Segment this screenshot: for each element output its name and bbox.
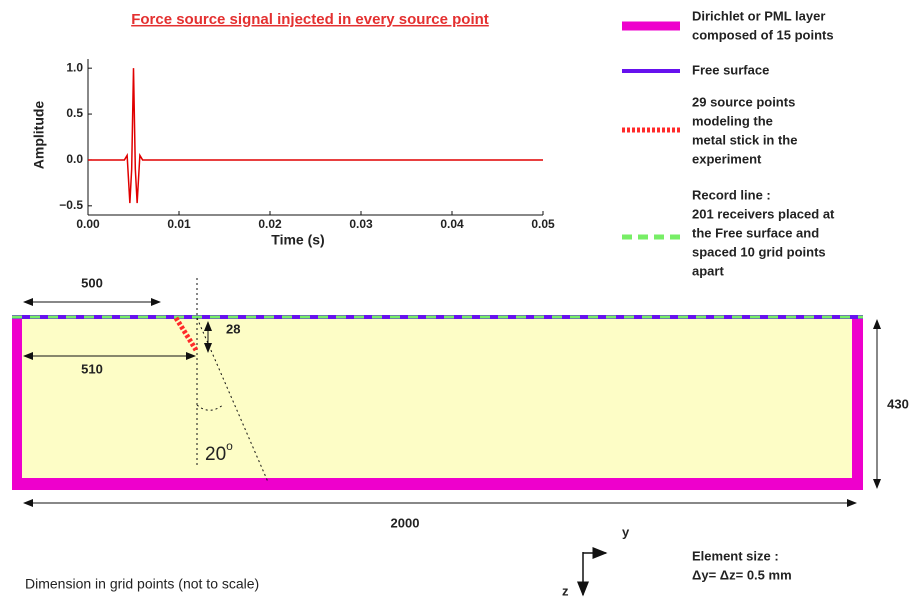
medium — [22, 318, 852, 478]
x-tick-label: 0.05 — [531, 217, 555, 231]
legend-text: Dirichlet or PML layer — [692, 8, 825, 23]
signal-line — [88, 68, 543, 204]
legend-text: 201 receivers placed at — [692, 206, 835, 221]
y-axis-name: y — [622, 524, 630, 539]
y-axis-label: Amplitude — [31, 101, 47, 170]
y-tick-label: 0.0 — [66, 152, 83, 166]
legend-text: spaced 10 grid points — [692, 244, 826, 259]
dim-label: 500 — [81, 275, 103, 290]
element-size: Δy= Δz= 0.5 mm — [692, 567, 792, 582]
legend: Dirichlet or PML layer composed of 15 poi… — [692, 8, 835, 278]
legend-text: Record line : — [692, 187, 771, 202]
angle-unit: o — [226, 439, 233, 453]
legend-text: the Free surface and — [692, 225, 819, 240]
dim-label: 28 — [226, 321, 240, 336]
x-axis-label: Time (s) — [271, 232, 324, 248]
legend-text: experiment — [692, 151, 762, 166]
y-tick-label: 1.0 — [66, 60, 83, 74]
legend-text: modeling the — [692, 113, 773, 128]
dim-label: 510 — [81, 361, 103, 376]
x-tick-label: 0.01 — [167, 217, 191, 231]
element-size: Element size : — [692, 548, 779, 563]
note: Dimension in grid points (not to scale) — [25, 576, 259, 592]
dim-label: 2000 — [391, 515, 420, 530]
legend-text: composed of 15 points — [692, 27, 834, 42]
y-tick-label: 0.5 — [66, 106, 83, 120]
source-points — [173, 316, 199, 352]
plot-title: Force source signal injected in every so… — [131, 11, 489, 28]
angle-value: 20 — [205, 444, 226, 465]
legend-text: Free surface — [692, 62, 769, 77]
z-axis-name: z — [562, 583, 569, 598]
y-tick-label: −0.5 — [59, 198, 83, 212]
x-tick-label: 0.00 — [76, 217, 100, 231]
x-tick-label: 0.03 — [349, 217, 373, 231]
dim-label: 430 — [887, 396, 909, 411]
legend-text: metal stick in the — [692, 132, 797, 147]
legend-text: 29 source points — [692, 94, 795, 109]
legend-text: apart — [692, 263, 724, 278]
signal-plot: 0.00 0.01 0.02 0.03 0.04 0.05 −0.5 0.0 0.5 1.0 — [59, 59, 555, 231]
x-tick-label: 0.04 — [440, 217, 464, 231]
angle-label: 20o — [205, 439, 233, 465]
x-tick-label: 0.02 — [258, 217, 282, 231]
